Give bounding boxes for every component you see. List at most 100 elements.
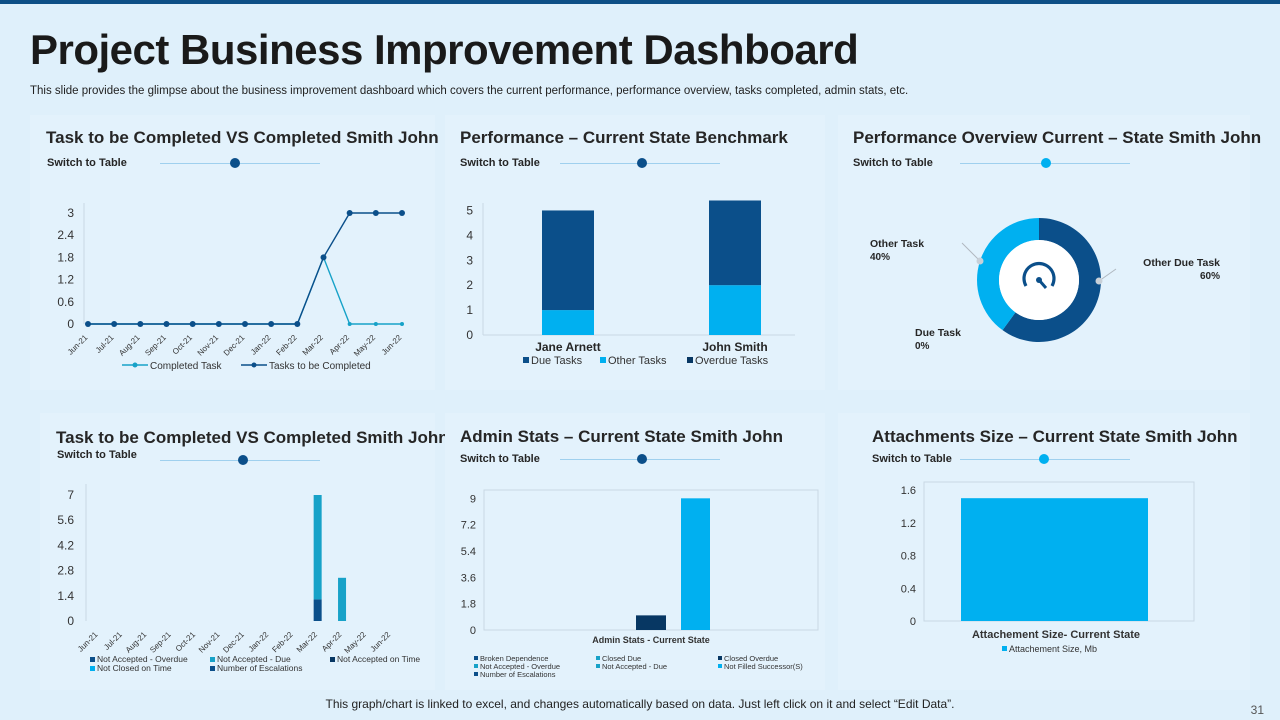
y-tick-label: 5.6 [57,513,74,527]
x-tick-label: Oct-21 [174,630,198,654]
x-tick-label: Jul-21 [102,630,124,652]
stacked-bar-chart: 0 1 2 3 4 5 Jane Arnett John Smith Due Tasks Othe… [466,200,795,367]
bar [961,498,1148,621]
panel-task-bar-chart [40,413,435,690]
legend-swatch [474,664,478,668]
legend-swatch [718,656,722,660]
legend-label: Closed Overdue [724,654,778,663]
legend-swatch [596,664,600,668]
data-point [85,321,91,327]
panel-title: Admin Stats – Current State Smith John [460,427,784,446]
y-tick-label: 7.2 [461,520,476,532]
data-point [400,322,404,326]
y-tick-label: 1.2 [901,518,916,530]
panel-title: Task to be Completed VS Completed Smith … [56,428,449,447]
legend-swatch [687,357,693,363]
switch-knob[interactable] [1039,454,1049,464]
bar-segment [542,310,594,335]
switch-to-table-label[interactable]: Switch to Table [47,157,127,169]
x-tick-label: Aug-21 [124,630,149,655]
switch-knob[interactable] [1041,158,1051,168]
switch-to-table-label[interactable]: Switch to Table [460,453,540,465]
legend-label: Completed Task [150,361,223,372]
panel-benchmark-chart [445,115,825,390]
slice-label: Other Due Task [1143,257,1220,269]
y-tick-label: 2.4 [57,228,74,242]
series-line [88,212,402,325]
x-tick-label: Oct-21 [171,333,195,357]
page-subtitle: This slide provides the glimpse about th… [30,85,909,97]
x-tick-label: Sep-21 [148,630,173,655]
switch-knob[interactable] [230,158,240,168]
legend-marker [251,362,257,368]
attachment-bar-chart: 0 0.4 0.8 1.2 1.6 Attachement Size- Current S… [901,481,1195,654]
x-tick-label: John Smith [702,340,767,354]
switch-knob[interactable] [637,454,647,464]
y-tick-label: 0.6 [57,295,74,309]
legend-label: Not Filled Successor(S) [724,662,803,671]
legend-label: Tasks to be Completed [269,361,371,372]
legend-label: Not Accepted - Overdue [97,654,188,664]
x-tick-label: Jun-21 [66,333,90,357]
page-title: Project Business Improvement Dashboard [30,26,859,73]
bar [636,615,666,630]
slice-label: Other Task [870,238,924,250]
series-line [88,255,402,325]
y-tick-label: 1.2 [57,273,74,287]
x-tick-label: Feb-22 [274,333,299,358]
legend-swatch [90,657,95,662]
switch-to-table-label[interactable]: Switch to Table [460,157,540,169]
y-tick-label: 0 [67,317,74,331]
legend-marker [132,362,138,368]
y-tick-label: 0.4 [901,583,916,595]
data-point [111,321,118,327]
y-tick-label: 3 [466,253,473,267]
legend-label: Not Closed on Time [97,663,172,673]
x-tick-label: Sep-21 [143,333,168,358]
legend-label: Broken Dependence [480,654,548,663]
y-tick-label: 2.8 [57,564,74,578]
x-tick-label: Feb-22 [270,630,295,655]
switch-to-table-label[interactable]: Switch to Table [853,157,933,169]
x-tick-label: May-22 [352,333,378,359]
legend-label: Number of Escalations [480,670,556,679]
x-tick-label: Jun-22 [369,630,393,654]
top-accent-bar [0,0,1280,4]
y-tick-label: 0 [910,616,916,628]
legend-swatch [1002,646,1007,651]
legend-swatch [330,657,335,662]
switch-to-table-label[interactable]: Switch to Table [872,453,952,465]
y-tick-label: 0 [470,625,476,637]
x-tick-label: Apr-22 [328,333,352,357]
y-tick-label: 0.8 [901,551,916,563]
slice-percent: 40% [870,252,890,263]
y-tick-label: 1.6 [901,485,916,497]
data-point [268,321,275,327]
donut-slice [977,218,1039,331]
y-tick-label: 1.8 [57,250,74,264]
legend-label: Not Accepted - Due [217,654,291,664]
x-tick-label: Jan-22 [249,333,273,357]
slice-label: Due Task [915,327,961,339]
legend-swatch [596,656,600,660]
leader-dot [1095,277,1103,285]
bar-segment [542,210,594,311]
legend-label: Not Accepted - Due [602,662,667,671]
data-point [294,321,301,327]
switch-knob[interactable] [238,455,248,465]
y-tick-label: 3.6 [461,572,476,584]
x-tick-label: Nov-21 [196,333,221,358]
legend-label: Attachement Size, Mb [1009,644,1097,654]
x-tick-label: Dec-21 [221,630,246,655]
x-tick-label: Jan-22 [247,630,271,654]
x-tick-label: Apr-22 [320,630,344,654]
legend-label: Not Accepted - Overdue [480,662,560,671]
y-tick-label: 0 [67,614,74,628]
switch-knob[interactable] [637,158,647,168]
switch-to-table-label[interactable]: Switch to Table [57,449,137,461]
legend-label: Number of Escalations [217,663,303,673]
y-tick-label: 1.4 [57,589,74,603]
slice-percent: 0% [915,341,930,352]
x-tick-label: Jun-22 [380,333,404,357]
y-tick-label: 9 [470,493,476,505]
